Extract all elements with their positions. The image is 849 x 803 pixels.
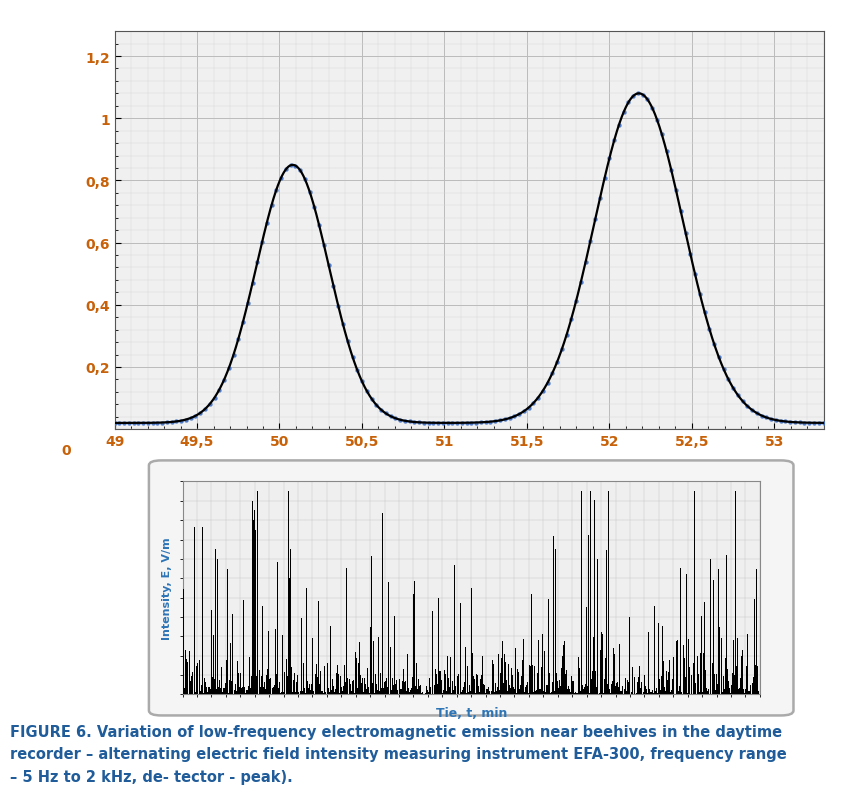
- X-axis label: Tie, t, min: Tie, t, min: [436, 707, 507, 719]
- Text: FIGURE 6. Variation of low-frequency electromagnetic emission near beehives in t: FIGURE 6. Variation of low-frequency ele…: [10, 724, 787, 784]
- X-axis label: Frequency, f (GHz): Frequency, f (GHz): [390, 459, 548, 475]
- Text: 0: 0: [62, 443, 71, 458]
- Y-axis label: Intensity, E, V/m: Intensity, E, V/m: [162, 537, 172, 639]
- FancyBboxPatch shape: [149, 461, 794, 715]
